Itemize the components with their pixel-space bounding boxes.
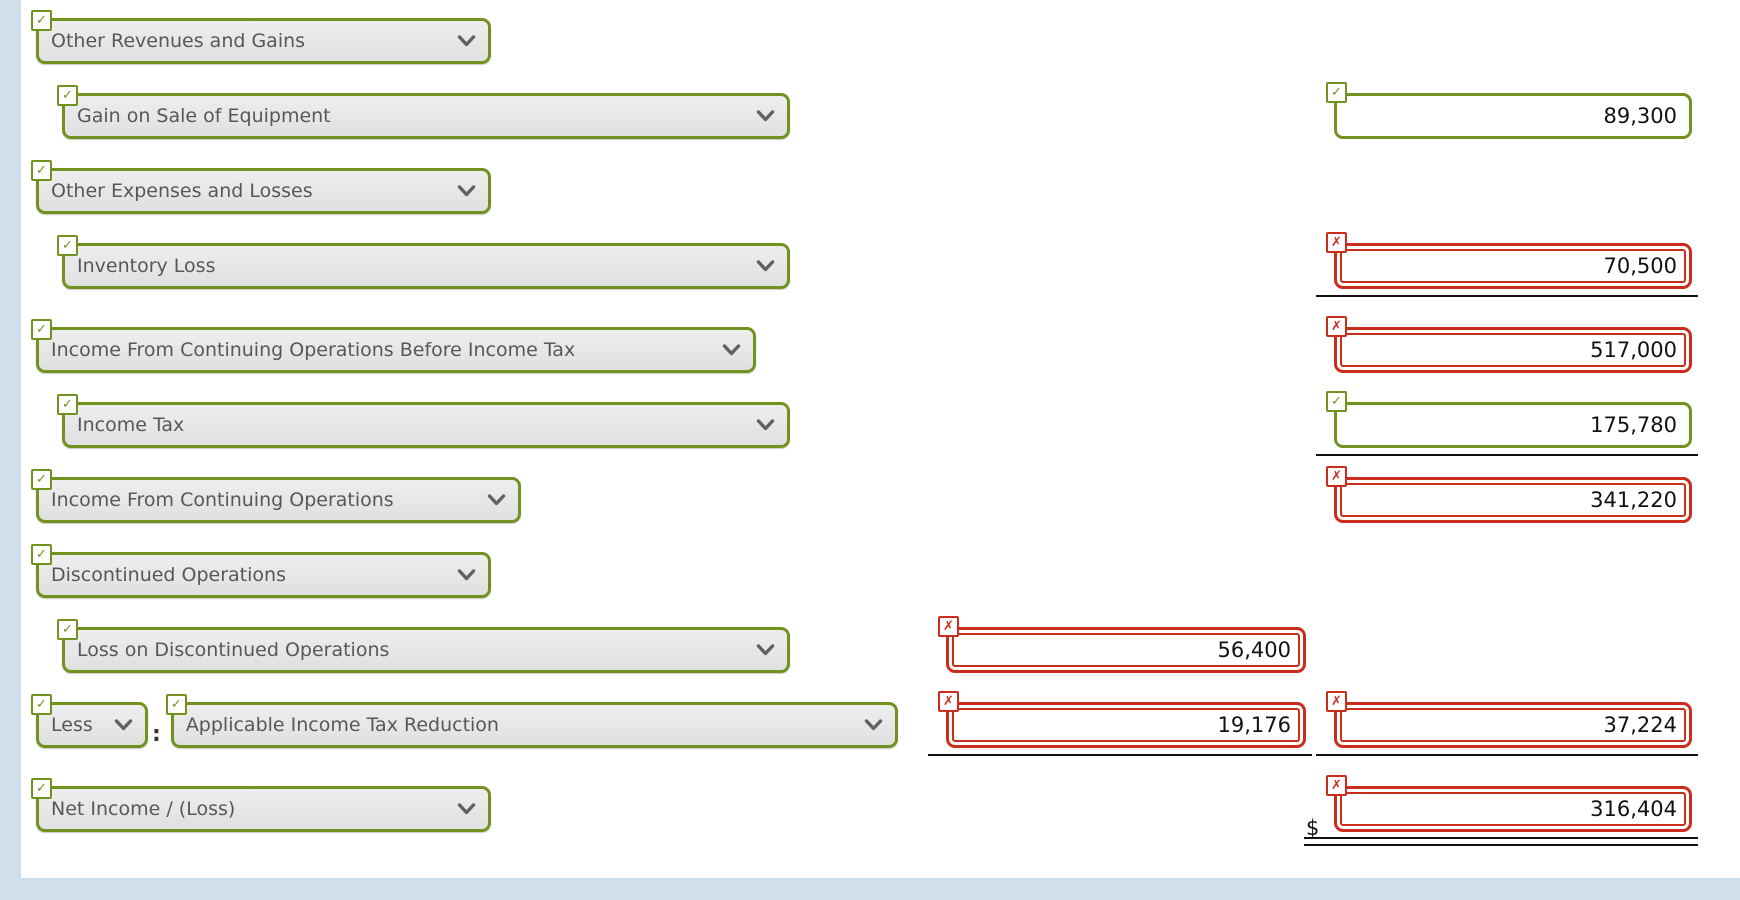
correct-check-icon: ✓ xyxy=(31,469,52,490)
dropdown-less[interactable]: ✓ Less xyxy=(31,694,148,748)
amount-cell-with-total-underline: ✗ xyxy=(928,691,1312,756)
correct-check-icon: ✓ xyxy=(31,544,52,565)
amount-input-tax-reduction[interactable] xyxy=(946,702,1306,748)
dropdown-income-from-continuing-operations[interactable]: ✓ Income From Continuing Operations xyxy=(31,469,521,523)
wrong-x-icon: ✗ xyxy=(1326,691,1347,712)
dropdown-net-income-loss[interactable]: ✓ Net Income / (Loss) xyxy=(31,778,491,832)
dropdown-loss-on-discontinued-operations[interactable]: ✓ Loss on Discontinued Operations xyxy=(57,619,790,673)
dropdown-other-revenues-and-gains[interactable]: ✓ Other Revenues and Gains xyxy=(31,10,491,64)
amount-input-income-tax[interactable] xyxy=(1334,402,1692,448)
separator-colon: : xyxy=(152,722,161,747)
statement-row: ✓ Net Income / (Loss) $ ✗ xyxy=(31,775,1726,846)
amount-input-net-income[interactable] xyxy=(1334,786,1692,832)
correct-check-icon: ✓ xyxy=(57,619,78,640)
amount-input-gain-on-sale[interactable] xyxy=(1334,93,1692,139)
dropdown-other-expenses-and-losses[interactable]: ✓ Other Expenses and Losses xyxy=(31,160,491,214)
dropdown-label: Net Income / (Loss) xyxy=(51,798,236,820)
statement-row: ✓ Income Tax ✓ xyxy=(36,391,1726,456)
chevron-down-icon xyxy=(447,803,476,815)
dropdown-gain-on-sale-of-equipment[interactable]: ✓ Gain on Sale of Equipment xyxy=(57,85,790,139)
dropdown-discontinued-operations[interactable]: ✓ Discontinued Operations xyxy=(31,544,491,598)
statement-row: ✓ Other Expenses and Losses xyxy=(31,160,1726,214)
wrong-x-icon: ✗ xyxy=(1326,316,1347,337)
correct-check-icon: ✓ xyxy=(31,160,52,181)
amount-cell-with-total-underline: ✗ xyxy=(1316,232,1698,297)
chevron-down-icon xyxy=(746,644,775,656)
page-background-strip-bottom xyxy=(0,878,1740,900)
chevron-down-icon xyxy=(746,260,775,272)
correct-check-icon: ✓ xyxy=(31,694,52,715)
wrong-x-icon: ✗ xyxy=(1326,466,1347,487)
statement-row: ✓ Gain on Sale of Equipment ✓ xyxy=(36,82,1726,139)
correct-check-icon: ✓ xyxy=(31,778,52,799)
chevron-down-icon xyxy=(746,110,775,122)
wrong-x-icon: ✗ xyxy=(1326,775,1347,796)
statement-row: ✓ Income From Continuing Operations Befo… xyxy=(31,316,1726,373)
amount-input-inventory-loss[interactable] xyxy=(1334,243,1692,289)
amount-input-net-discontinued[interactable] xyxy=(1334,702,1692,748)
chevron-down-icon xyxy=(447,35,476,47)
amount-input-loss-discontinued[interactable] xyxy=(946,627,1306,673)
statement-row: ✓ Less : ✓ Applicable Income Tax Reducti… xyxy=(31,691,1726,756)
statement-row: ✓ Loss on Discontinued Operations ✗ xyxy=(36,616,1726,673)
dropdown-label: Loss on Discontinued Operations xyxy=(77,639,390,661)
dropdown-label: Income Tax xyxy=(77,414,185,436)
amount-input-income-before-tax[interactable] xyxy=(1334,327,1692,373)
correct-check-icon: ✓ xyxy=(31,319,52,340)
amount-cell-with-double-underline: $ ✗ xyxy=(1304,775,1698,846)
dropdown-label: Discontinued Operations xyxy=(51,564,286,586)
dropdown-income-before-income-tax[interactable]: ✓ Income From Continuing Operations Befo… xyxy=(31,319,756,373)
chevron-down-icon xyxy=(477,494,506,506)
dropdown-label: Other Expenses and Losses xyxy=(51,180,313,202)
currency-symbol: $ xyxy=(1306,816,1320,840)
correct-check-icon: ✓ xyxy=(1326,82,1347,103)
correct-check-icon: ✓ xyxy=(57,394,78,415)
dropdown-label: Income From Continuing Operations xyxy=(51,489,394,511)
dropdown-label: Less xyxy=(51,714,93,736)
dropdown-label: Income From Continuing Operations Before… xyxy=(51,339,576,361)
dropdown-label: Gain on Sale of Equipment xyxy=(77,105,331,127)
chevron-down-icon xyxy=(712,344,741,356)
dropdown-label: Other Revenues and Gains xyxy=(51,30,306,52)
dropdown-label: Applicable Income Tax Reduction xyxy=(185,714,499,736)
dropdown-applicable-income-tax-reduction[interactable]: ✓ Applicable Income Tax Reduction xyxy=(165,694,898,748)
wrong-x-icon: ✗ xyxy=(1326,232,1347,253)
amount-input-continuing-operations[interactable] xyxy=(1334,477,1692,523)
chevron-down-icon xyxy=(447,569,476,581)
dropdown-income-tax[interactable]: ✓ Income Tax xyxy=(57,394,790,448)
correct-check-icon: ✓ xyxy=(165,694,187,715)
dropdown-label: Inventory Loss xyxy=(77,255,216,277)
dropdown-inventory-loss[interactable]: ✓ Inventory Loss xyxy=(57,235,790,289)
correct-check-icon: ✓ xyxy=(31,10,52,31)
chevron-down-icon xyxy=(104,719,133,731)
amount-cell-with-total-underline: ✓ xyxy=(1316,391,1698,456)
chevron-down-icon xyxy=(854,719,883,731)
wrong-x-icon: ✗ xyxy=(938,691,959,712)
statement-row: ✓ Discontinued Operations xyxy=(31,544,1726,598)
chevron-down-icon xyxy=(746,419,775,431)
chevron-down-icon xyxy=(447,185,476,197)
correct-check-icon: ✓ xyxy=(57,235,78,256)
amount-cell-with-total-underline: ✗ xyxy=(1316,691,1698,756)
wrong-x-icon: ✗ xyxy=(938,616,959,637)
statement-row: ✓ Other Revenues and Gains xyxy=(31,10,1726,64)
statement-row: ✓ Inventory Loss ✗ xyxy=(36,232,1726,297)
page-background-strip-left xyxy=(0,0,21,900)
income-statement-worksheet: ✓ Other Revenues and Gains ✓ Gain on Sal… xyxy=(31,10,1726,861)
correct-check-icon: ✓ xyxy=(57,85,78,106)
statement-row: ✓ Income From Continuing Operations ✗ xyxy=(31,466,1726,523)
correct-check-icon: ✓ xyxy=(1326,391,1347,412)
